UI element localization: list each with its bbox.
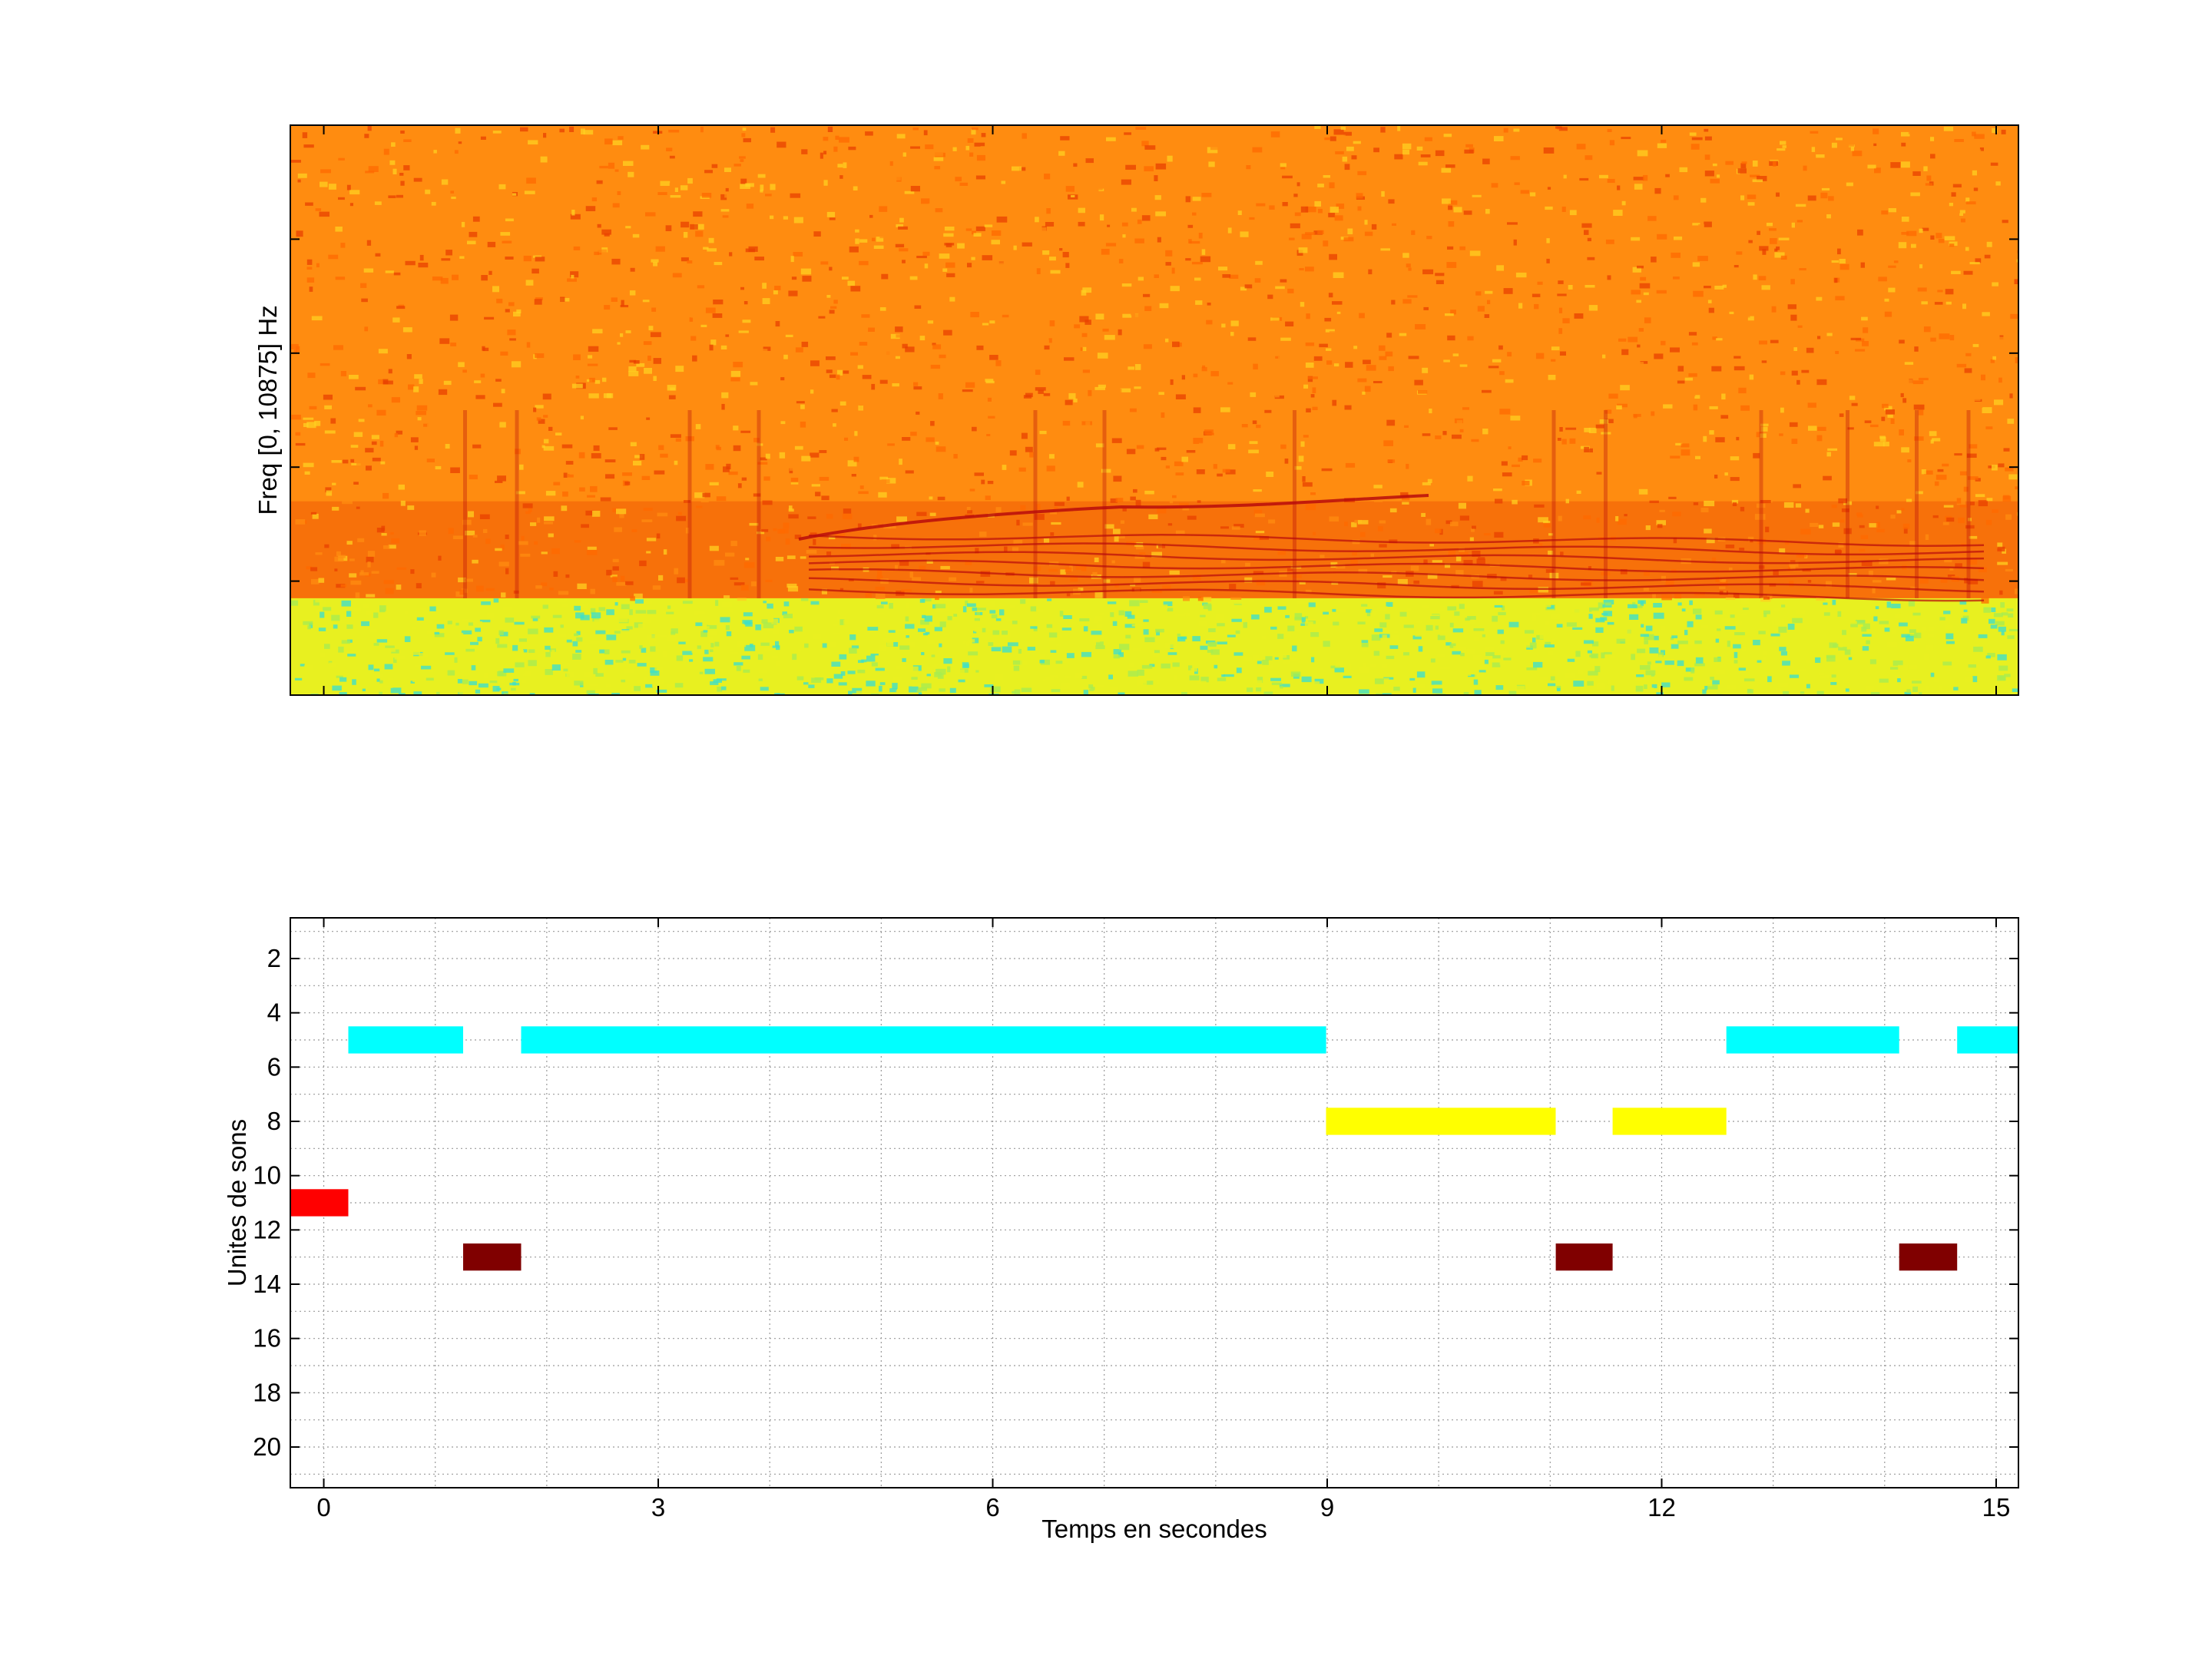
x-tick-label: 12 [1647, 1493, 1676, 1522]
y-tick-label: 14 [253, 1270, 281, 1298]
raster-plot-area [290, 918, 2018, 1488]
segment-unit-8-4 [1326, 1108, 1556, 1135]
segment-unit-13-9 [1899, 1243, 1958, 1271]
raster-axes-box [290, 917, 2019, 1488]
segment-unit-11-6 [290, 1189, 349, 1217]
spectrogram-panel: Freq [0, 10875] Hz [253, 124, 2019, 696]
segment-unit-5-2 [1726, 1026, 1899, 1054]
y-tick-label: 16 [253, 1324, 281, 1353]
y-tick-label: 6 [267, 1052, 281, 1081]
segment-unit-13-7 [463, 1243, 522, 1271]
spectrogram-y-label: Freq [0, 10875] Hz [253, 305, 282, 515]
y-tick-label: 8 [267, 1107, 281, 1135]
x-tick-label: 15 [1982, 1493, 2011, 1522]
y-tick-label: 12 [253, 1215, 281, 1243]
spectrogram-image [290, 125, 2018, 695]
segment-unit-13-8 [1555, 1243, 1613, 1271]
x-tick-label: 0 [316, 1493, 330, 1522]
x-tick-label: 6 [985, 1493, 999, 1522]
y-tick-label: 10 [253, 1161, 281, 1190]
spectrogram-axes-box [290, 124, 2019, 696]
raster-x-label: Temps en secondes [1041, 1515, 1267, 1543]
raster-segments [290, 1026, 2018, 1271]
y-tick-label: 20 [253, 1432, 281, 1461]
segment-unit-5-3 [1957, 1026, 2018, 1054]
spectrogram-ticks [290, 125, 2018, 695]
raster-grid [290, 918, 2018, 1488]
x-tick-label: 9 [1320, 1493, 1334, 1522]
y-tick-label: 2 [267, 944, 281, 972]
raster-y-label: Unites de sons [223, 1119, 251, 1286]
segment-unit-8-5 [1612, 1108, 1727, 1135]
x-tick-label: 3 [651, 1493, 665, 1522]
segment-unit-5-1 [521, 1026, 1326, 1054]
segment-unit-5-0 [348, 1026, 463, 1054]
raster-ticks: 0 3 6 9 12 15 2 4 6 8 10 12 14 16 18 20 [253, 918, 2018, 1522]
raster-panel: 0 3 6 9 12 15 2 4 6 8 10 12 14 16 18 20 Temps en second… [223, 917, 2019, 1543]
y-tick-label: 18 [253, 1378, 281, 1406]
y-tick-label: 4 [267, 998, 281, 1027]
